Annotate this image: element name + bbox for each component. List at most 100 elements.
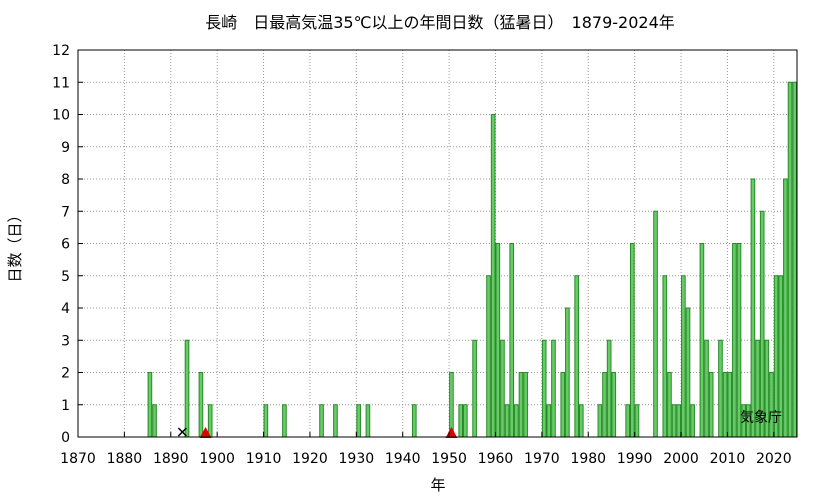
y-tick-label: 11 bbox=[52, 75, 70, 91]
bar bbox=[685, 307, 691, 438]
bar bbox=[184, 339, 190, 438]
bar bbox=[718, 339, 723, 438]
markers bbox=[177, 427, 458, 438]
bar bbox=[147, 372, 153, 438]
y-tick-label: 6 bbox=[61, 237, 70, 253]
bar bbox=[634, 404, 640, 438]
y-axis-label: 日数（日） bbox=[6, 207, 24, 282]
x-tick-label: 1910 bbox=[246, 451, 282, 467]
bar bbox=[699, 243, 705, 438]
bar bbox=[732, 243, 737, 438]
bar bbox=[690, 404, 695, 438]
bar bbox=[282, 404, 287, 438]
x-tick-label: 1890 bbox=[153, 451, 189, 467]
x-tick-label: 1990 bbox=[617, 451, 653, 467]
bar bbox=[551, 339, 556, 438]
y-tick-label: 8 bbox=[61, 172, 70, 188]
bar bbox=[671, 404, 677, 438]
bar bbox=[597, 404, 603, 438]
bar bbox=[722, 372, 728, 438]
x-tick-label: 2000 bbox=[663, 451, 699, 467]
y-tick-label: 10 bbox=[52, 108, 70, 124]
bar bbox=[333, 404, 338, 438]
bar bbox=[578, 404, 584, 438]
y-tick-label: 3 bbox=[61, 333, 70, 349]
bar bbox=[630, 243, 635, 438]
bars bbox=[147, 81, 797, 438]
x-tick-label: 2020 bbox=[756, 451, 792, 467]
bar bbox=[463, 404, 468, 438]
x-tick-label: 1980 bbox=[570, 451, 606, 467]
chart-title: 長崎 日最高気温35℃以上の年間日数（猛暑日） 1879-2024年 bbox=[205, 13, 675, 32]
bar bbox=[662, 275, 668, 438]
bar bbox=[574, 275, 579, 438]
x-tick-label: 1960 bbox=[478, 451, 514, 467]
y-tick-label: 2 bbox=[61, 366, 70, 382]
bar bbox=[667, 372, 672, 438]
bar bbox=[458, 404, 464, 438]
bar bbox=[518, 372, 524, 438]
bar bbox=[207, 404, 213, 438]
bar bbox=[750, 178, 756, 438]
triangle-marker bbox=[199, 427, 212, 438]
bar bbox=[411, 404, 417, 438]
x-marker bbox=[177, 427, 187, 437]
y-tick-label: 5 bbox=[61, 269, 70, 285]
x-tick-label: 1940 bbox=[385, 451, 421, 467]
x-tick-label: 1950 bbox=[431, 451, 467, 467]
bar bbox=[509, 243, 515, 438]
bar bbox=[560, 372, 566, 438]
bar bbox=[198, 372, 204, 438]
bar bbox=[704, 339, 709, 438]
x-tick-label: 1930 bbox=[339, 451, 375, 467]
bar bbox=[736, 243, 742, 438]
bar bbox=[356, 404, 361, 438]
y-tick-label: 12 bbox=[52, 43, 70, 59]
bar bbox=[792, 81, 797, 438]
bar bbox=[365, 404, 371, 438]
bar bbox=[514, 404, 519, 438]
bar bbox=[490, 114, 496, 438]
bar bbox=[759, 210, 765, 438]
y-tick-label: 7 bbox=[61, 204, 70, 220]
x-tick-label: 1920 bbox=[292, 451, 328, 467]
bar bbox=[541, 339, 547, 438]
y-tick-label: 4 bbox=[61, 301, 70, 317]
x-tick-label: 1870 bbox=[60, 451, 96, 467]
bar bbox=[565, 307, 570, 438]
y-tick-label: 1 bbox=[61, 398, 70, 414]
x-tick-label: 1970 bbox=[524, 451, 560, 467]
bar bbox=[486, 275, 491, 438]
bar bbox=[152, 404, 157, 438]
bar bbox=[769, 372, 774, 438]
triangle-marker bbox=[445, 427, 458, 438]
x-tick-labels: 1870 1880 1890 1900 1910 1920 1930 1940 1950 1960… bbox=[60, 432, 792, 467]
bar bbox=[495, 243, 501, 438]
bar bbox=[523, 372, 528, 438]
bar bbox=[708, 372, 714, 438]
x-axis-label: 年 bbox=[430, 476, 445, 494]
bar bbox=[611, 372, 617, 438]
x-tick-label: 2010 bbox=[710, 451, 746, 467]
x-tick-label: 1900 bbox=[199, 451, 235, 467]
bar bbox=[625, 404, 631, 438]
bar bbox=[319, 404, 324, 438]
y-tick-label: 0 bbox=[61, 430, 70, 446]
bar bbox=[606, 339, 612, 438]
bar bbox=[500, 339, 505, 438]
bar bbox=[546, 404, 552, 438]
bar bbox=[504, 404, 510, 438]
bar bbox=[472, 339, 477, 438]
bar bbox=[676, 404, 682, 438]
bar bbox=[783, 178, 788, 438]
bar bbox=[263, 404, 269, 438]
bar bbox=[727, 372, 733, 438]
bar bbox=[653, 210, 658, 438]
bar bbox=[787, 81, 793, 438]
bar bbox=[602, 372, 607, 438]
y-tick-label: 9 bbox=[61, 140, 70, 156]
watermark: 気象庁 bbox=[740, 410, 782, 426]
